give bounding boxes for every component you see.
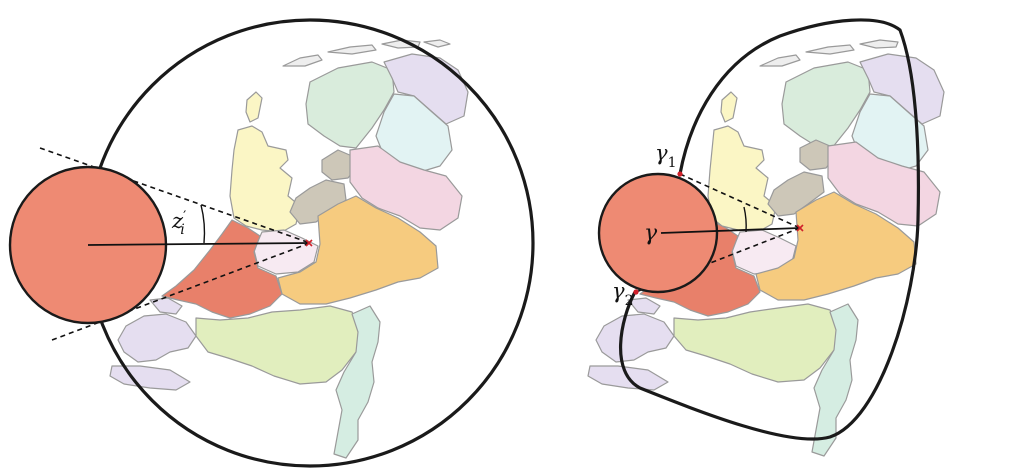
wadden-islands (759, 39, 899, 67)
noord-brabant (673, 303, 841, 383)
zeeland (587, 297, 675, 391)
gelderland (755, 191, 917, 301)
left-angle-arc (200, 204, 206, 244)
overijssel (827, 141, 941, 227)
limburg (333, 305, 381, 459)
right-panel: γ γ1 γ2 (587, 18, 945, 457)
noord-brabant (195, 305, 363, 385)
right-tangent-line-upper (679, 173, 801, 229)
wadden-islands (282, 39, 451, 67)
noord-holland (229, 125, 301, 233)
left-panel: z′ i (8, 18, 535, 468)
drenthe (375, 93, 453, 173)
limburg (811, 303, 859, 457)
right-disk (597, 172, 719, 294)
gamma1-label: γ1 (655, 141, 676, 171)
gamma2-point (633, 289, 639, 295)
left-tangent-line-upper (39, 147, 311, 244)
overijssel (349, 145, 463, 231)
friesland (305, 61, 395, 149)
right-target-marker (796, 224, 804, 232)
zuid-holland (161, 219, 283, 319)
left-target-marker (305, 239, 313, 247)
right-angle-arc (743, 206, 747, 233)
left-map (109, 39, 469, 459)
texel (720, 91, 738, 123)
gamma2-label: γ2 (612, 279, 633, 309)
right-center-label: γ (644, 221, 658, 246)
right-enclosing-region (618, 18, 921, 441)
friesland (781, 61, 871, 149)
texel (245, 91, 263, 123)
groningen (859, 53, 945, 125)
gelderland (277, 195, 439, 305)
noord-holland (707, 125, 777, 233)
left-center-line (87, 242, 311, 246)
zeeland (109, 297, 197, 391)
left-angle-label: z′ i (171, 209, 186, 238)
gamma1-point (677, 171, 683, 177)
right-center-line (660, 227, 801, 234)
